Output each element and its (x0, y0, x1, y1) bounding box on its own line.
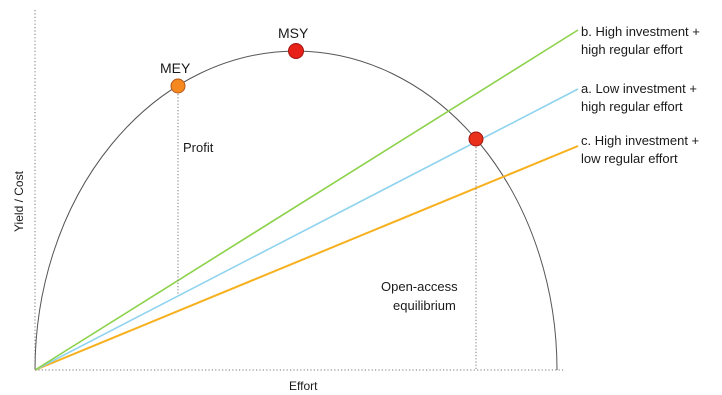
cost-line-c (34, 145, 579, 371)
mey-label: MEY (160, 60, 191, 76)
open-access-point (468, 131, 484, 147)
open-access-label-line1: Open-access (381, 279, 458, 294)
cost-line-a-label-line2: high regular effort (581, 99, 683, 114)
y-axis-label: Yield / Cost (12, 170, 26, 232)
x-axis-label: Effort (289, 379, 318, 393)
msy-label: MSY (278, 25, 309, 41)
open-access-label-line2: equilibrium (393, 298, 456, 313)
msy-point (288, 43, 304, 59)
sustainable-yield-curve (34, 50, 558, 371)
cost-line-a-label-line1: a. Low investment + (581, 81, 697, 96)
cost-line-b (34, 29, 579, 371)
cost-line-a (34, 88, 579, 371)
profit-label: Profit (183, 140, 214, 155)
cost-line-c-label-line1: c. High investment + (581, 133, 699, 148)
mey-point (170, 78, 186, 94)
cost-line-b-label-line1: b. High investment + (581, 24, 700, 39)
cost-line-c-label-line2: low regular effort (581, 151, 678, 166)
cost-line-b-label-line2: high regular effort (581, 42, 683, 57)
